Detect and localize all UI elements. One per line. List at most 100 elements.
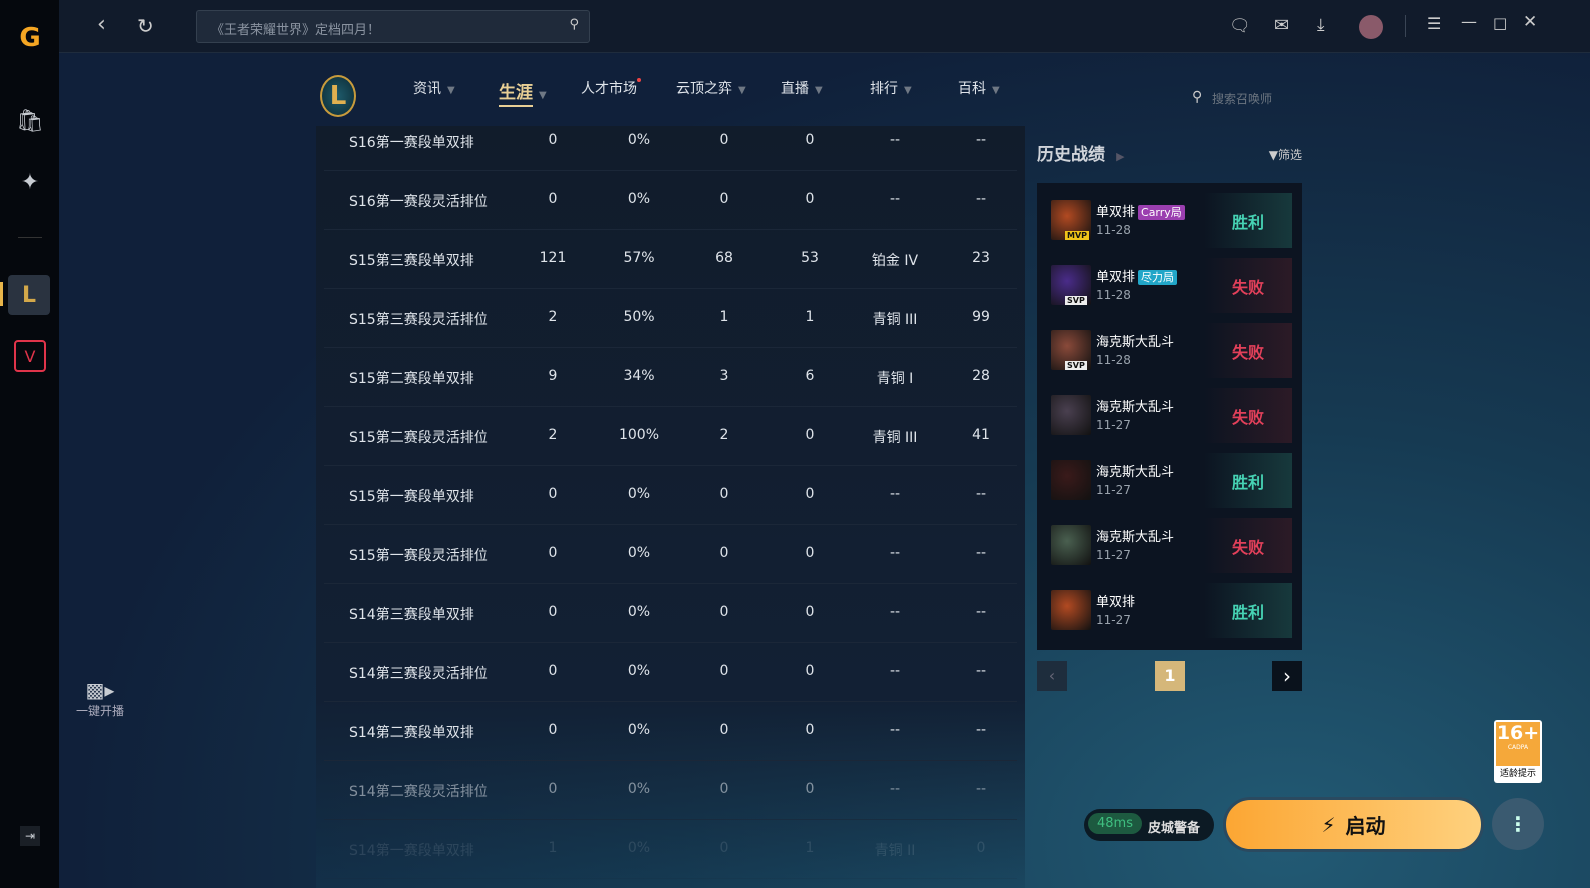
expand-sidebar-icon[interactable]: ⇥ (20, 826, 40, 846)
table-cell: 1 (805, 309, 815, 325)
download-icon[interactable]: ⤓ (1317, 15, 1325, 35)
table-cell: 0 (548, 486, 558, 502)
user-avatar[interactable] (1359, 15, 1383, 39)
season-name: S15第二赛段单双排 (349, 371, 474, 387)
search-icon[interactable]: ⚲ (569, 17, 579, 32)
match-item[interactable]: 海克斯大乱斗 11-27 失败 (1049, 388, 1292, 443)
table-cell: 50% (623, 309, 655, 325)
match-item[interactable]: 海克斯大乱斗 11-27 失败 (1049, 518, 1292, 573)
match-item[interactable]: MVP 单双排 Carry局 11-28 胜利 (1049, 193, 1292, 248)
table-cell: 铂金 IV (871, 253, 919, 269)
table-cell: 0 (719, 604, 729, 620)
match-item[interactable]: 海克斯大乱斗 11-27 胜利 (1049, 453, 1292, 508)
match-item[interactable]: SVP 海克斯大乱斗 11-28 失败 (1049, 323, 1292, 378)
nav-tab-5[interactable]: 排行 ▼ (870, 78, 912, 118)
table-row: S15第二赛段灵活排位 2 100% 2 0 青铜 III 41 (324, 407, 1017, 466)
table-cell: 1 (548, 840, 558, 856)
match-date: 11-27 (1096, 418, 1131, 432)
nav-tab-4[interactable]: 直播 ▼ (781, 78, 823, 118)
table-cell: 0 (548, 604, 558, 620)
table-cell: 100% (618, 427, 660, 443)
arrow-right-icon[interactable]: ▶ (1116, 150, 1125, 163)
ping-indicator: 48ms (1088, 813, 1142, 834)
nav-tab-3[interactable]: 云顶之弈 ▼ (676, 78, 746, 118)
page-1-button[interactable]: 1 (1155, 661, 1185, 691)
nav-tab-label: 人才市场 (581, 81, 637, 97)
season-name: S15第二赛段灵活排位 (349, 430, 488, 446)
table-cell: 53 (801, 250, 819, 266)
next-page-button[interactable]: › (1272, 661, 1302, 691)
age-note: 适龄提示 (1499, 769, 1536, 779)
table-cell: 2 (719, 427, 729, 443)
mail-icon[interactable]: ✉ (1274, 15, 1290, 36)
nav-tab-2[interactable]: 人才市场 (581, 78, 641, 118)
maximize-icon[interactable]: □ (1493, 14, 1508, 32)
table-cell: 0% (627, 191, 651, 207)
lol-game-icon[interactable]: L (8, 275, 50, 315)
age-org: CADPA (1507, 744, 1529, 751)
table-cell: 28 (972, 368, 990, 384)
minimize-icon[interactable]: — (1461, 12, 1477, 31)
refresh-icon[interactable]: ↻ (137, 14, 154, 38)
video-camera-icon: ▩▸ (85, 678, 115, 702)
champion-avatar (1051, 525, 1091, 565)
table-cell: 0 (805, 427, 815, 443)
chevron-down-icon: ▼ (992, 85, 1000, 96)
nav-tab-1[interactable]: 生涯 ▼ (499, 78, 547, 118)
table-cell: 0% (627, 781, 651, 797)
notification-dot (637, 78, 641, 82)
valorant-game-icon[interactable]: V (14, 340, 46, 372)
back-icon[interactable]: ‹ (97, 12, 106, 37)
table-cell: 68 (715, 250, 733, 266)
table-row: S15第三赛段单双排 121 57% 68 53 铂金 IV 23 (324, 230, 1017, 289)
table-cell: 9 (548, 368, 558, 384)
match-result: 胜利 (1204, 453, 1292, 508)
match-item[interactable]: SVP 单双排 尽力局 11-28 失败 (1049, 258, 1292, 313)
table-cell: -- (975, 132, 987, 148)
table-cell: 0 (805, 191, 815, 207)
chevron-down-icon: ▼ (539, 90, 547, 101)
table-cell: 0% (627, 840, 651, 856)
filter-button[interactable]: ▼筛选 (1268, 148, 1302, 162)
match-date: 11-28 (1096, 353, 1131, 367)
nav-tab-label: 生涯 (499, 83, 533, 107)
launch-button[interactable]: ⚡ 启动 (1223, 797, 1484, 852)
table-cell: 34% (623, 368, 655, 384)
close-icon[interactable]: ✕ (1523, 12, 1538, 32)
chevron-down-icon: ▼ (738, 85, 746, 96)
table-cell: 0 (548, 545, 558, 561)
game-mode: 海克斯大乱斗 (1096, 465, 1175, 480)
store-bag-icon[interactable]: 🛍 (16, 108, 44, 134)
nav-tab-6[interactable]: 百科 ▼ (958, 78, 1000, 118)
nav-tab-0[interactable]: 资讯 ▼ (413, 78, 455, 118)
summoner-search-input[interactable]: 搜索召唤师 (1212, 92, 1273, 106)
champion-avatar (1051, 395, 1091, 435)
table-cell: 0 (805, 545, 815, 561)
table-cell: 1 (805, 840, 815, 856)
search-placeholder: 《王者荣耀世界》定档四月！ (211, 23, 381, 38)
menu-icon[interactable]: ☰ (1427, 14, 1442, 33)
server-selector[interactable]: 48ms 皮城警备 (1084, 809, 1214, 841)
table-cell: 青铜 III (872, 312, 918, 328)
chevron-down-icon: ▼ (904, 85, 912, 96)
one-click-live-button[interactable]: ▩▸ 一键开播 (60, 678, 140, 719)
game-mode: 单双排 (1096, 270, 1136, 285)
table-cell: -- (889, 486, 901, 502)
match-result: 胜利 (1204, 583, 1292, 638)
filter-label: 筛选 (1277, 148, 1302, 162)
more-options-button[interactable]: ⋮ (1492, 798, 1544, 850)
summoner-search-icon[interactable]: ⚲ (1192, 89, 1203, 105)
nav-tab-label: 百科 (958, 81, 986, 97)
season-name: S15第一赛段灵活排位 (349, 548, 488, 564)
match-date: 11-28 (1096, 288, 1131, 302)
table-cell: -- (889, 781, 901, 797)
game-controller-icon[interactable]: ✦ (20, 169, 40, 195)
match-item[interactable]: 单双排 11-27 胜利 (1049, 583, 1292, 638)
global-search-input[interactable]: 《王者荣耀世界》定档四月！ ⚲ (196, 10, 590, 43)
prev-page-button[interactable]: ‹ (1037, 661, 1067, 691)
chat-icon[interactable]: 🗨 (1229, 16, 1251, 36)
season-name: S15第一赛段单双排 (349, 489, 474, 505)
table-cell: 0 (805, 132, 815, 148)
match-result: 胜利 (1204, 193, 1292, 248)
app-logo-icon: G (19, 23, 41, 53)
